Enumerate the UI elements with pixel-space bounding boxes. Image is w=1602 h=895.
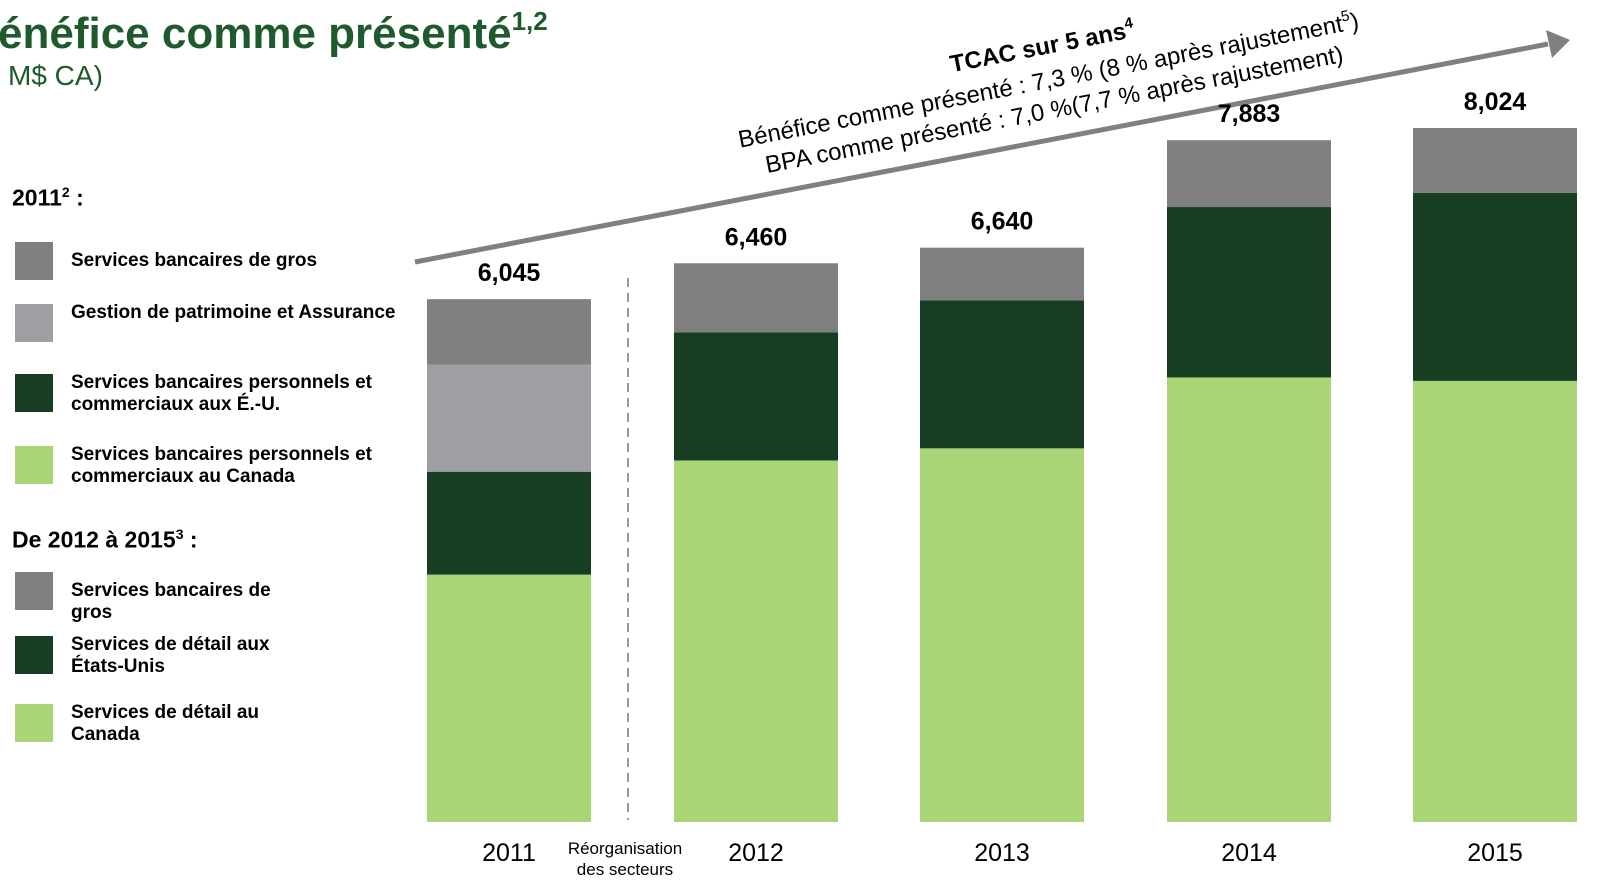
title-sup: 1,2 — [512, 6, 548, 36]
total-label: 8,024 — [1464, 88, 1527, 116]
legend-label: Services bancaires personnels et commerc… — [71, 444, 372, 487]
legend-label: Gestion de patrimoine et Assurance — [71, 302, 396, 323]
legend-swatch — [15, 636, 53, 674]
bar-segment — [674, 460, 838, 822]
bar-segment — [1167, 377, 1331, 822]
legend-title-sup: 2 — [61, 184, 70, 200]
legend-title: De 2012 à 20153 : — [12, 526, 198, 554]
divider-label: des secteurs — [577, 860, 673, 879]
x-tick-label: 2012 — [728, 839, 784, 867]
bar-segment — [920, 247, 1084, 301]
total-label: 6,640 — [971, 208, 1034, 236]
bar-segment — [920, 300, 1084, 449]
bar-segment — [427, 471, 591, 575]
legend-title-text: 2011 — [12, 184, 62, 211]
bar-segment — [674, 332, 838, 461]
total-label: 7,883 — [1218, 100, 1281, 128]
bar-segment — [1167, 207, 1331, 378]
bar-segment — [427, 574, 591, 822]
title-text: énéfice comme présenté — [0, 9, 512, 58]
total-label: 6,460 — [725, 223, 788, 251]
bar-segment — [1413, 380, 1577, 822]
arrow-head — [1546, 30, 1570, 58]
total-label: 6,045 — [478, 259, 541, 287]
bar-segment — [1413, 128, 1577, 193]
legend-title: 20112 : — [12, 184, 84, 212]
legend-label: Services bancaires de gros — [71, 580, 271, 623]
line-sup: 5 — [1340, 7, 1351, 25]
legend-title-sup: 3 — [175, 526, 184, 542]
legend-swatch — [15, 304, 53, 342]
bar-segment — [427, 299, 591, 365]
cagr-arrow — [414, 41, 1549, 265]
bar-segment — [1167, 140, 1331, 208]
legend-swatch — [15, 446, 53, 484]
bar-segment — [1413, 192, 1577, 381]
legend-title-text: De 2012 à 2015 — [12, 526, 176, 553]
legend-swatch — [15, 572, 53, 610]
subtitle: M$ CA) — [8, 60, 103, 91]
legend-label: Services bancaires de gros — [71, 250, 318, 271]
legend-swatch — [15, 704, 53, 742]
line-end: ) — [1348, 8, 1361, 36]
heading-sup: 4 — [1123, 14, 1135, 32]
legend-swatch — [15, 374, 53, 412]
x-tick-label: 2013 — [974, 839, 1030, 867]
legend-title-suffix: : — [183, 526, 198, 553]
bar-segment — [427, 364, 591, 472]
bar-segment — [920, 448, 1084, 822]
legend-label: Services de détail au Canada — [71, 702, 259, 745]
x-tick-label: 2011 — [482, 839, 536, 867]
legend-label: Services bancaires personnels et commerc… — [71, 372, 372, 415]
chart-title: énéfice comme présenté1,2 — [0, 6, 548, 58]
bar-segment — [674, 263, 838, 333]
legend-swatch — [15, 242, 53, 280]
legend-title-suffix: : — [69, 184, 84, 211]
x-tick-label: 2015 — [1467, 839, 1523, 867]
divider-label: Réorganisation — [568, 839, 682, 858]
legend-label: Services de détail aux États-Unis — [71, 634, 270, 677]
x-tick-label: 2014 — [1221, 839, 1277, 867]
